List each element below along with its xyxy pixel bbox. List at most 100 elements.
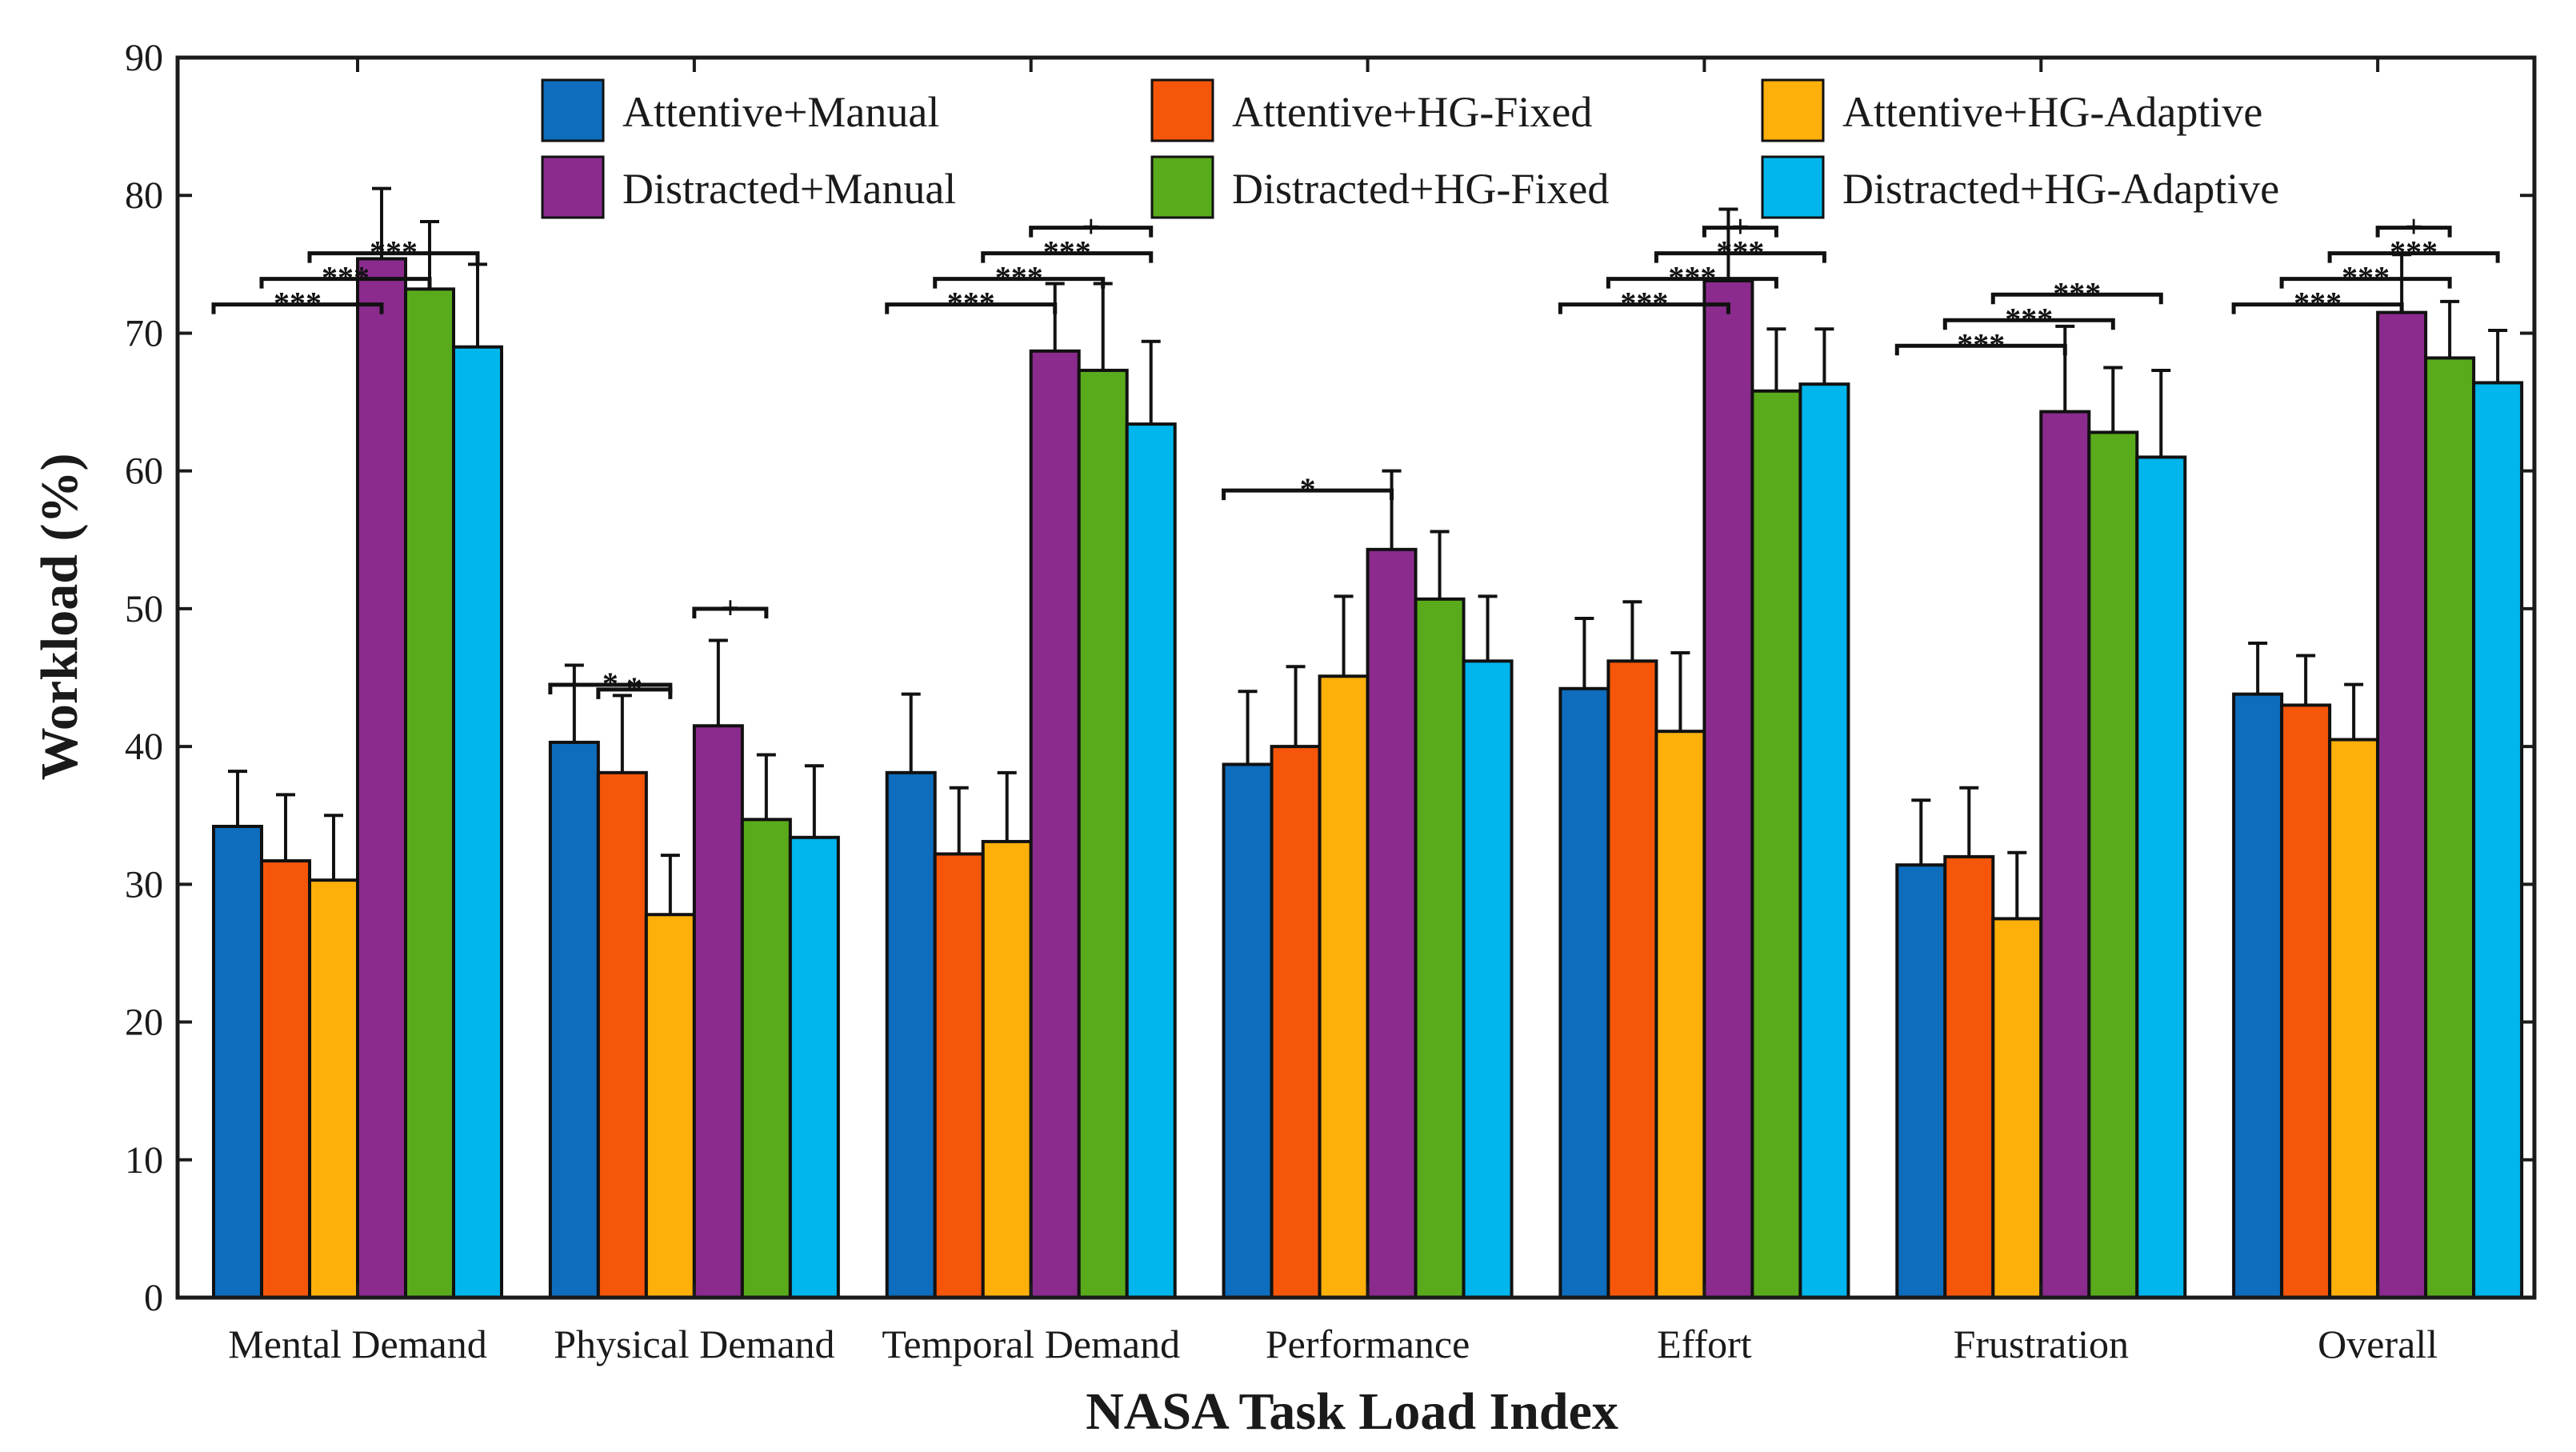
sig-bracket-14: *** <box>1654 234 1826 270</box>
bar-3-2 <box>644 913 696 1299</box>
bar-6-6 <box>2135 455 2187 1299</box>
sig-line-3 <box>307 251 480 263</box>
bar-6-2 <box>788 835 840 1300</box>
sig-line-12 <box>1558 302 1730 314</box>
bar-5-6 <box>2087 430 2139 1299</box>
sig-label-12: *** <box>1620 286 1668 322</box>
sig-label-15: + <box>1731 209 1750 245</box>
sig-bracket-17: *** <box>1942 301 2115 337</box>
sig-label-5: * <box>626 670 642 706</box>
y-tick-label-70: 70 <box>125 312 163 354</box>
legend-swatch-1 <box>541 78 605 142</box>
bar-6-4 <box>1462 659 1514 1299</box>
legend-label-1: Attentive+Manual <box>622 88 939 136</box>
bar-4-3 <box>1029 349 1081 1299</box>
category-label-1: Mental Demand <box>228 1322 487 1366</box>
sig-line-21 <box>2327 251 2500 263</box>
sig-bracket-13: *** <box>1606 260 1778 296</box>
sig-line-11 <box>1222 488 1394 501</box>
bar-1-7 <box>2232 692 2284 1299</box>
sig-label-20: *** <box>2342 260 2390 296</box>
sig-line-15 <box>1702 226 1778 238</box>
sig-line-6 <box>692 606 769 618</box>
bar-1-3 <box>885 770 937 1299</box>
sig-line-2 <box>259 277 432 289</box>
legend-item-2: Attentive+HG-Fixed <box>1150 78 1592 142</box>
sig-bracket-11: * <box>1222 471 1394 507</box>
sig-label-6: + <box>721 590 739 626</box>
bar-1-5 <box>1558 686 1610 1299</box>
category-label-6: Frustration <box>1954 1322 2129 1366</box>
bar-3-1 <box>308 878 359 1299</box>
legend-label-6: Distracted+HG-Adaptive <box>1842 165 2279 213</box>
sig-line-1 <box>211 302 384 314</box>
bar-6-3 <box>1125 422 1177 1299</box>
sig-line-7 <box>885 302 1058 314</box>
bar-4-7 <box>2376 310 2428 1300</box>
sig-bracket-20: *** <box>2279 260 2452 296</box>
bar-4-4 <box>1366 547 1418 1299</box>
sig-line-10 <box>1029 226 1154 238</box>
bar-5-2 <box>740 818 792 1299</box>
legend-label-5: Distracted+HG-Fixed <box>1232 165 1609 213</box>
sig-label-22: + <box>2405 209 2423 245</box>
y-tick-label-0: 0 <box>144 1277 163 1319</box>
sig-bracket-22: + <box>2375 209 2452 245</box>
sig-bracket-1: *** <box>211 286 384 322</box>
sig-bracket-2: *** <box>259 260 432 296</box>
sig-bracket-12: *** <box>1558 286 1730 322</box>
bar-2-6 <box>1943 854 1995 1299</box>
y-tick-label-20: 20 <box>125 1002 163 1044</box>
legend-swatch-5 <box>1150 155 1214 219</box>
bar-3-4 <box>1318 674 1370 1299</box>
sig-label-13: *** <box>1668 260 1716 296</box>
sig-label-21: *** <box>2390 234 2438 270</box>
bar-5-4 <box>1414 597 1466 1299</box>
bar-3-5 <box>1654 730 1706 1299</box>
y-tick-label-60: 60 <box>125 450 163 493</box>
bars-layer <box>212 257 2524 1300</box>
bar-3-7 <box>2328 738 2380 1299</box>
bar-1-6 <box>1895 863 1947 1299</box>
sig-label-1: *** <box>274 286 322 322</box>
bar-5-5 <box>1750 389 1802 1299</box>
bar-6-7 <box>2472 381 2524 1299</box>
bar-2-5 <box>1606 659 1658 1299</box>
bar-4-5 <box>1702 279 1754 1299</box>
sig-label-2: *** <box>322 260 370 296</box>
y-tick-label-10: 10 <box>125 1139 163 1182</box>
sig-bracket-7: *** <box>885 286 1058 322</box>
sig-label-11: * <box>1300 471 1316 507</box>
sig-bracket-6: + <box>692 590 769 626</box>
bar-2-4 <box>1270 745 1322 1299</box>
legend-item-1: Attentive+Manual <box>541 78 939 142</box>
sig-label-7: *** <box>947 286 995 322</box>
sig-bracket-16: *** <box>1894 326 2067 362</box>
sig-bracket-19: *** <box>2231 286 2404 322</box>
x-axis-title: NASA Task Load Index <box>1086 1382 1618 1441</box>
sig-bracket-9: *** <box>981 234 1154 270</box>
sig-bracket-18: *** <box>1990 275 2163 311</box>
y-axis: 0 10 20 30 40 50 60 70 80 90 <box>125 37 2534 1319</box>
y-axis-title: Workload (%) <box>30 454 89 781</box>
bar-5-3 <box>1077 368 1129 1299</box>
sig-label-18: *** <box>2053 275 2101 311</box>
bar-3-6 <box>1991 917 2043 1300</box>
bar-6-1 <box>452 345 503 1300</box>
y-tick-label-30: 30 <box>125 863 163 906</box>
legend-swatch-6 <box>1761 155 1825 219</box>
legend: Attentive+Manual Attentive+HG-Fixed Attent… <box>541 78 2279 219</box>
bar-1-4 <box>1222 762 1274 1299</box>
sig-label-17: *** <box>2005 301 2053 337</box>
y-tick-label-80: 80 <box>125 174 163 217</box>
sig-line-20 <box>2279 277 2452 289</box>
legend-swatch-4 <box>541 155 605 219</box>
sig-bracket-10: + <box>1029 209 1154 245</box>
plot-area-frame <box>175 55 2537 1300</box>
error-bars-layer <box>228 186 2508 919</box>
category-label-2: Physical Demand <box>554 1322 834 1366</box>
category-label-4: Performance <box>1266 1322 1470 1366</box>
sig-bracket-21: *** <box>2327 234 2500 270</box>
y-tick-label-90: 90 <box>125 37 163 79</box>
